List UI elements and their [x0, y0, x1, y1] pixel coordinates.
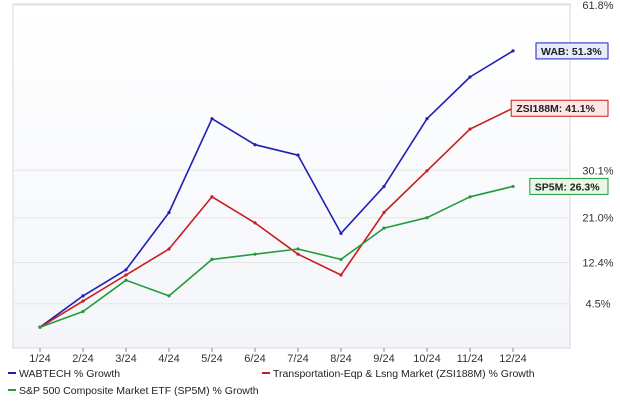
y-tick-label: 61.8% [582, 0, 613, 12]
data-point [511, 49, 515, 53]
y-tick-label: 21.0% [582, 213, 613, 225]
y-tick-label: 30.1% [582, 165, 613, 177]
legend-label: S&P 500 Composite Market ETF (SP5M) % Gr… [19, 385, 259, 397]
x-tick-label: 5/24 [201, 353, 222, 365]
x-tick-label: 11/24 [457, 353, 484, 365]
series-end-labels: WAB: 51.3% ZSI188M: 41.1% SP5M: 26.3% [510, 42, 609, 195]
data-point [167, 210, 171, 215]
x-tick-label: 7/24 [287, 353, 308, 365]
data-point [167, 247, 171, 251]
series-line [39, 185, 514, 328]
data-point [511, 184, 515, 189]
data-point [382, 184, 386, 189]
data-point [81, 309, 85, 314]
x-tick-label: 9/24 [373, 353, 394, 365]
plot-area [12, 3, 571, 349]
series-end-label-box [535, 42, 609, 60]
series-end-label: WAB: 51.3% [541, 46, 602, 58]
x-tick-label: 2/24 [72, 353, 93, 365]
series-line [39, 107, 514, 328]
data-point [425, 169, 429, 173]
grid-lines [13, 4, 570, 305]
data-point [382, 210, 386, 215]
series-lines [38, 49, 515, 329]
data-point [81, 299, 85, 303]
data-point [468, 127, 472, 131]
data-point [210, 257, 214, 261]
series-end-label-box [510, 99, 609, 117]
x-tick-label: 6/24 [244, 353, 265, 365]
x-tick-label: 3/24 [115, 353, 136, 365]
data-point [382, 226, 386, 230]
data-point [210, 195, 214, 199]
data-point [124, 268, 128, 272]
data-point [339, 231, 343, 235]
x-tick-label: 8/24 [330, 353, 351, 365]
x-tick-label: 10/24 [413, 353, 441, 365]
x-tick-label: 4/24 [158, 353, 179, 365]
data-point [339, 257, 343, 261]
legend-label: Transportation-Eqp & Lsng Market (ZSI188… [273, 368, 535, 380]
data-point [339, 273, 343, 277]
x-tick-label: 1/24 [29, 353, 50, 365]
data-point [167, 294, 171, 298]
y-tick-label: 12.4% [582, 258, 613, 270]
data-point [38, 325, 42, 329]
legend: WABTECH % Growth Transportation-Eqp & Lsn… [8, 368, 535, 397]
data-point [296, 247, 300, 251]
data-point [296, 252, 300, 256]
data-point [253, 252, 257, 256]
series-end-label: ZSI188M: 41.1% [516, 103, 595, 115]
data-point [296, 153, 300, 157]
data-point [468, 195, 472, 199]
data-point [468, 75, 472, 79]
data-point [253, 143, 257, 147]
series-line [39, 50, 514, 328]
y-tick-label: 4.5% [585, 299, 610, 311]
data-point [81, 294, 85, 298]
data-point [124, 278, 128, 282]
x-tick-label: 12/24 [499, 353, 527, 365]
series-end-label-box [529, 177, 609, 195]
series-end-label: SP5M: 26.3% [535, 181, 600, 193]
data-point [425, 117, 429, 121]
legend-label: WABTECH % Growth [19, 368, 120, 380]
data-point [210, 117, 214, 121]
data-point [124, 273, 128, 277]
x-axis-ticks: 1/24 2/24 3/24 4/24 5/24 6/24 7/24 8/24 9/24 10/2… [29, 348, 527, 365]
y-axis-ticks: 4.5% 12.4% 21.0% 30.1% 61.8% [582, 0, 613, 311]
data-point [425, 216, 429, 220]
data-point [253, 221, 257, 225]
